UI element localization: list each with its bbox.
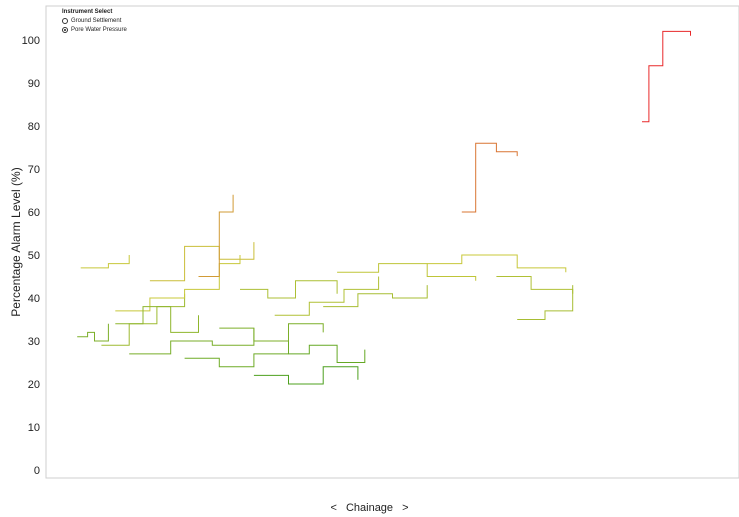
option-label: Pore Water Pressure xyxy=(71,27,127,33)
y-tick-label: 90 xyxy=(28,78,40,90)
y-tick-label: 20 xyxy=(28,379,40,391)
y-tick-label: 50 xyxy=(28,250,40,262)
x-axis-label: Chainage xyxy=(346,502,393,514)
y-tick-label: 30 xyxy=(28,336,40,348)
y-tick-label: 40 xyxy=(28,293,40,305)
y-tick-label: 10 xyxy=(28,422,40,434)
plot-area xyxy=(46,6,739,478)
option-ground-settlement[interactable]: Ground Settlement xyxy=(62,18,127,24)
y-axis: 0 10 20 30 40 50 60 70 80 90 100 xyxy=(22,35,40,477)
option-pore-water-pressure[interactable]: Pore Water Pressure xyxy=(62,27,127,33)
radio-icon[interactable] xyxy=(62,18,68,24)
radio-checked-icon[interactable] xyxy=(62,27,68,33)
y-tick-label: 70 xyxy=(28,164,40,176)
instrument-select-title: Instrument Select xyxy=(62,9,127,15)
y-tick-label: 0 xyxy=(34,465,40,477)
chevron-right-icon[interactable]: > xyxy=(396,502,414,514)
y-tick-label: 80 xyxy=(28,121,40,133)
y-tick-label: 60 xyxy=(28,207,40,219)
y-axis-label: Percentage Alarm Level (%) xyxy=(9,167,23,316)
x-axis-nav: < Chainage > xyxy=(0,502,739,514)
option-label: Ground Settlement xyxy=(71,18,121,24)
chevron-left-icon[interactable]: < xyxy=(324,502,342,514)
instrument-select-panel: Instrument Select Ground Settlement Pore… xyxy=(62,9,127,36)
y-tick-label: 100 xyxy=(22,35,40,47)
